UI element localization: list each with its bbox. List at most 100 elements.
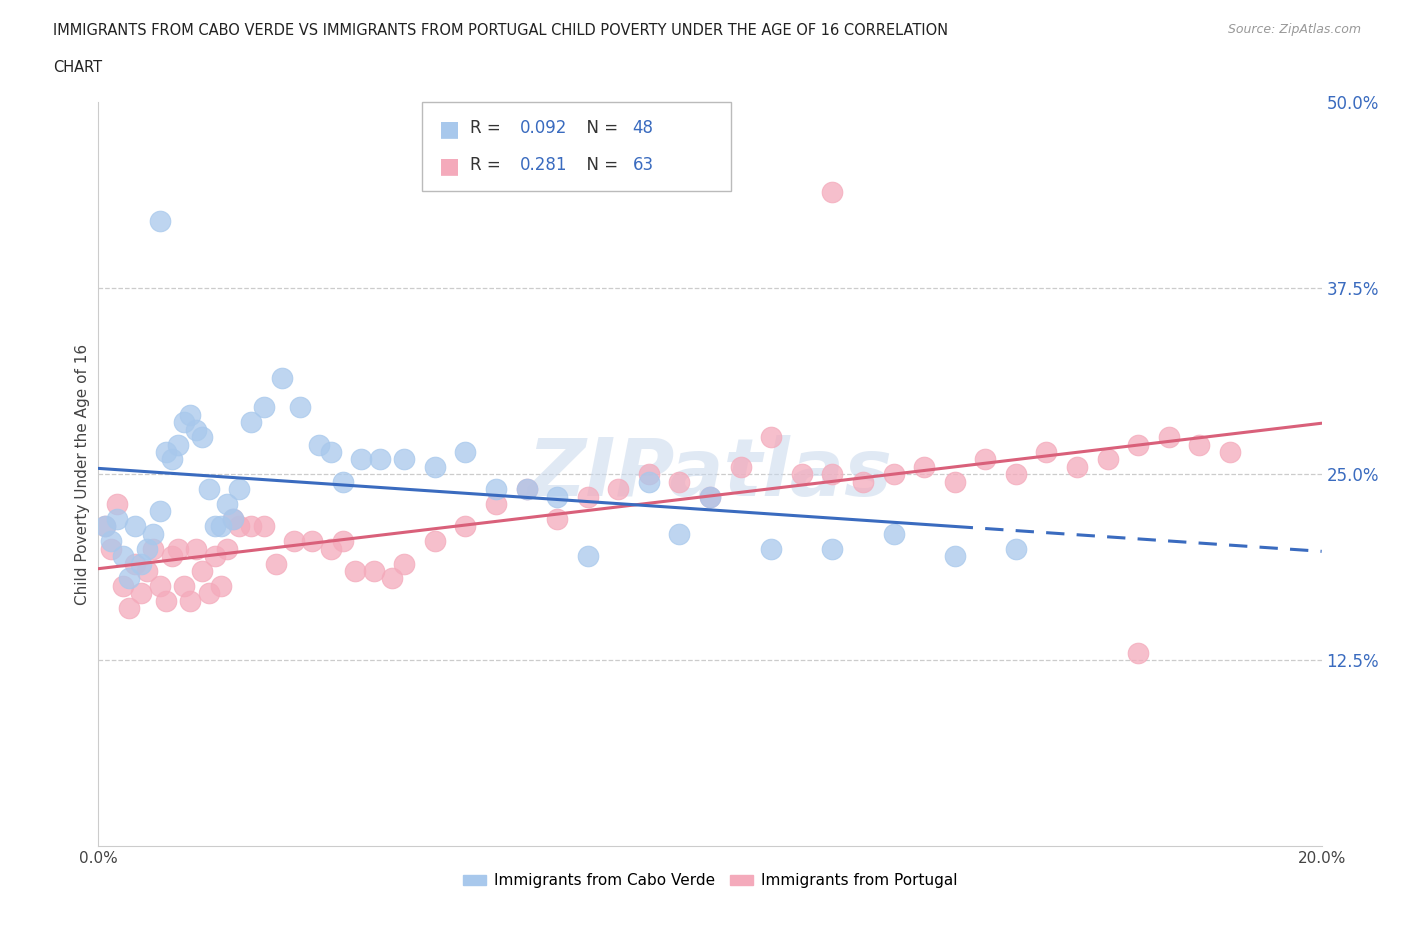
Point <box>759 541 782 556</box>
Point <box>699 489 721 504</box>
Point <box>105 497 128 512</box>
Point <box>173 415 195 430</box>
Point <box>204 519 226 534</box>
Y-axis label: Child Poverty Under the Age of 16: Child Poverty Under the Age of 16 <box>75 344 90 604</box>
Point <box>607 482 630 497</box>
Point <box>821 541 844 556</box>
Text: 0.092: 0.092 <box>520 119 568 137</box>
Point <box>637 467 661 482</box>
Point <box>637 474 661 489</box>
Point <box>308 437 330 452</box>
Point <box>1219 445 1241 459</box>
Point <box>155 593 177 608</box>
Point <box>363 564 385 578</box>
Text: IMMIGRANTS FROM CABO VERDE VS IMMIGRANTS FROM PORTUGAL CHILD POVERTY UNDER THE A: IMMIGRANTS FROM CABO VERDE VS IMMIGRANTS… <box>53 23 949 38</box>
Text: N =: N = <box>576 119 624 137</box>
Point <box>100 534 122 549</box>
Point <box>270 370 292 385</box>
Legend: Immigrants from Cabo Verde, Immigrants from Portugal: Immigrants from Cabo Verde, Immigrants f… <box>457 868 963 895</box>
Point <box>222 512 245 526</box>
Point <box>576 489 599 504</box>
Point <box>332 534 354 549</box>
Point <box>100 541 122 556</box>
Point <box>155 445 177 459</box>
Point <box>124 519 146 534</box>
Text: 63: 63 <box>633 156 654 174</box>
Point <box>111 549 134 564</box>
Text: R =: R = <box>470 119 506 137</box>
Point <box>546 512 568 526</box>
Point <box>1004 467 1026 482</box>
Point <box>149 504 172 519</box>
Point <box>209 519 232 534</box>
Point <box>93 519 115 534</box>
Point <box>368 452 391 467</box>
Point <box>186 541 208 556</box>
Point <box>576 549 599 564</box>
Point <box>186 422 208 437</box>
Point <box>1157 430 1180 445</box>
Point <box>129 556 152 571</box>
Point <box>215 497 238 512</box>
Point <box>454 445 477 459</box>
Point <box>197 586 219 601</box>
Point <box>252 519 274 534</box>
Text: ZIPatlas: ZIPatlas <box>527 435 893 513</box>
Point <box>883 467 905 482</box>
Point <box>912 459 935 474</box>
Point <box>240 415 263 430</box>
Point <box>160 549 183 564</box>
Point <box>160 452 183 467</box>
Point <box>821 184 844 199</box>
Point <box>264 556 287 571</box>
Point <box>516 482 538 497</box>
Point <box>209 578 232 593</box>
Point <box>1066 459 1088 474</box>
Point <box>124 556 146 571</box>
Point <box>821 467 844 482</box>
Point <box>111 578 134 593</box>
Point <box>197 482 219 497</box>
Point <box>191 430 214 445</box>
Point <box>105 512 128 526</box>
Point <box>252 400 274 415</box>
Text: R =: R = <box>470 156 506 174</box>
Text: ■: ■ <box>439 156 460 177</box>
Point <box>730 459 752 474</box>
Point <box>149 578 172 593</box>
Point <box>485 482 508 497</box>
Point <box>204 549 226 564</box>
Point <box>191 564 214 578</box>
Point <box>319 445 342 459</box>
Point <box>974 452 997 467</box>
Point <box>228 482 250 497</box>
Point <box>173 578 195 593</box>
Point <box>142 541 165 556</box>
Text: 0.281: 0.281 <box>520 156 568 174</box>
Point <box>392 556 416 571</box>
Point <box>228 519 250 534</box>
Text: ■: ■ <box>439 119 460 140</box>
Point <box>423 534 446 549</box>
Point <box>136 564 159 578</box>
Point <box>759 430 782 445</box>
Point <box>485 497 508 512</box>
Point <box>118 571 141 586</box>
Point <box>118 601 141 616</box>
Point <box>381 571 404 586</box>
Point <box>167 437 190 452</box>
Point <box>215 541 238 556</box>
Point <box>350 452 373 467</box>
Point <box>93 519 115 534</box>
Point <box>1128 645 1150 660</box>
Point <box>392 452 416 467</box>
Point <box>142 526 165 541</box>
Point <box>1188 437 1211 452</box>
Point <box>1004 541 1026 556</box>
Point <box>423 459 446 474</box>
Point <box>668 526 690 541</box>
Point <box>1128 437 1150 452</box>
Point <box>454 519 477 534</box>
Text: 48: 48 <box>633 119 654 137</box>
Point <box>301 534 323 549</box>
